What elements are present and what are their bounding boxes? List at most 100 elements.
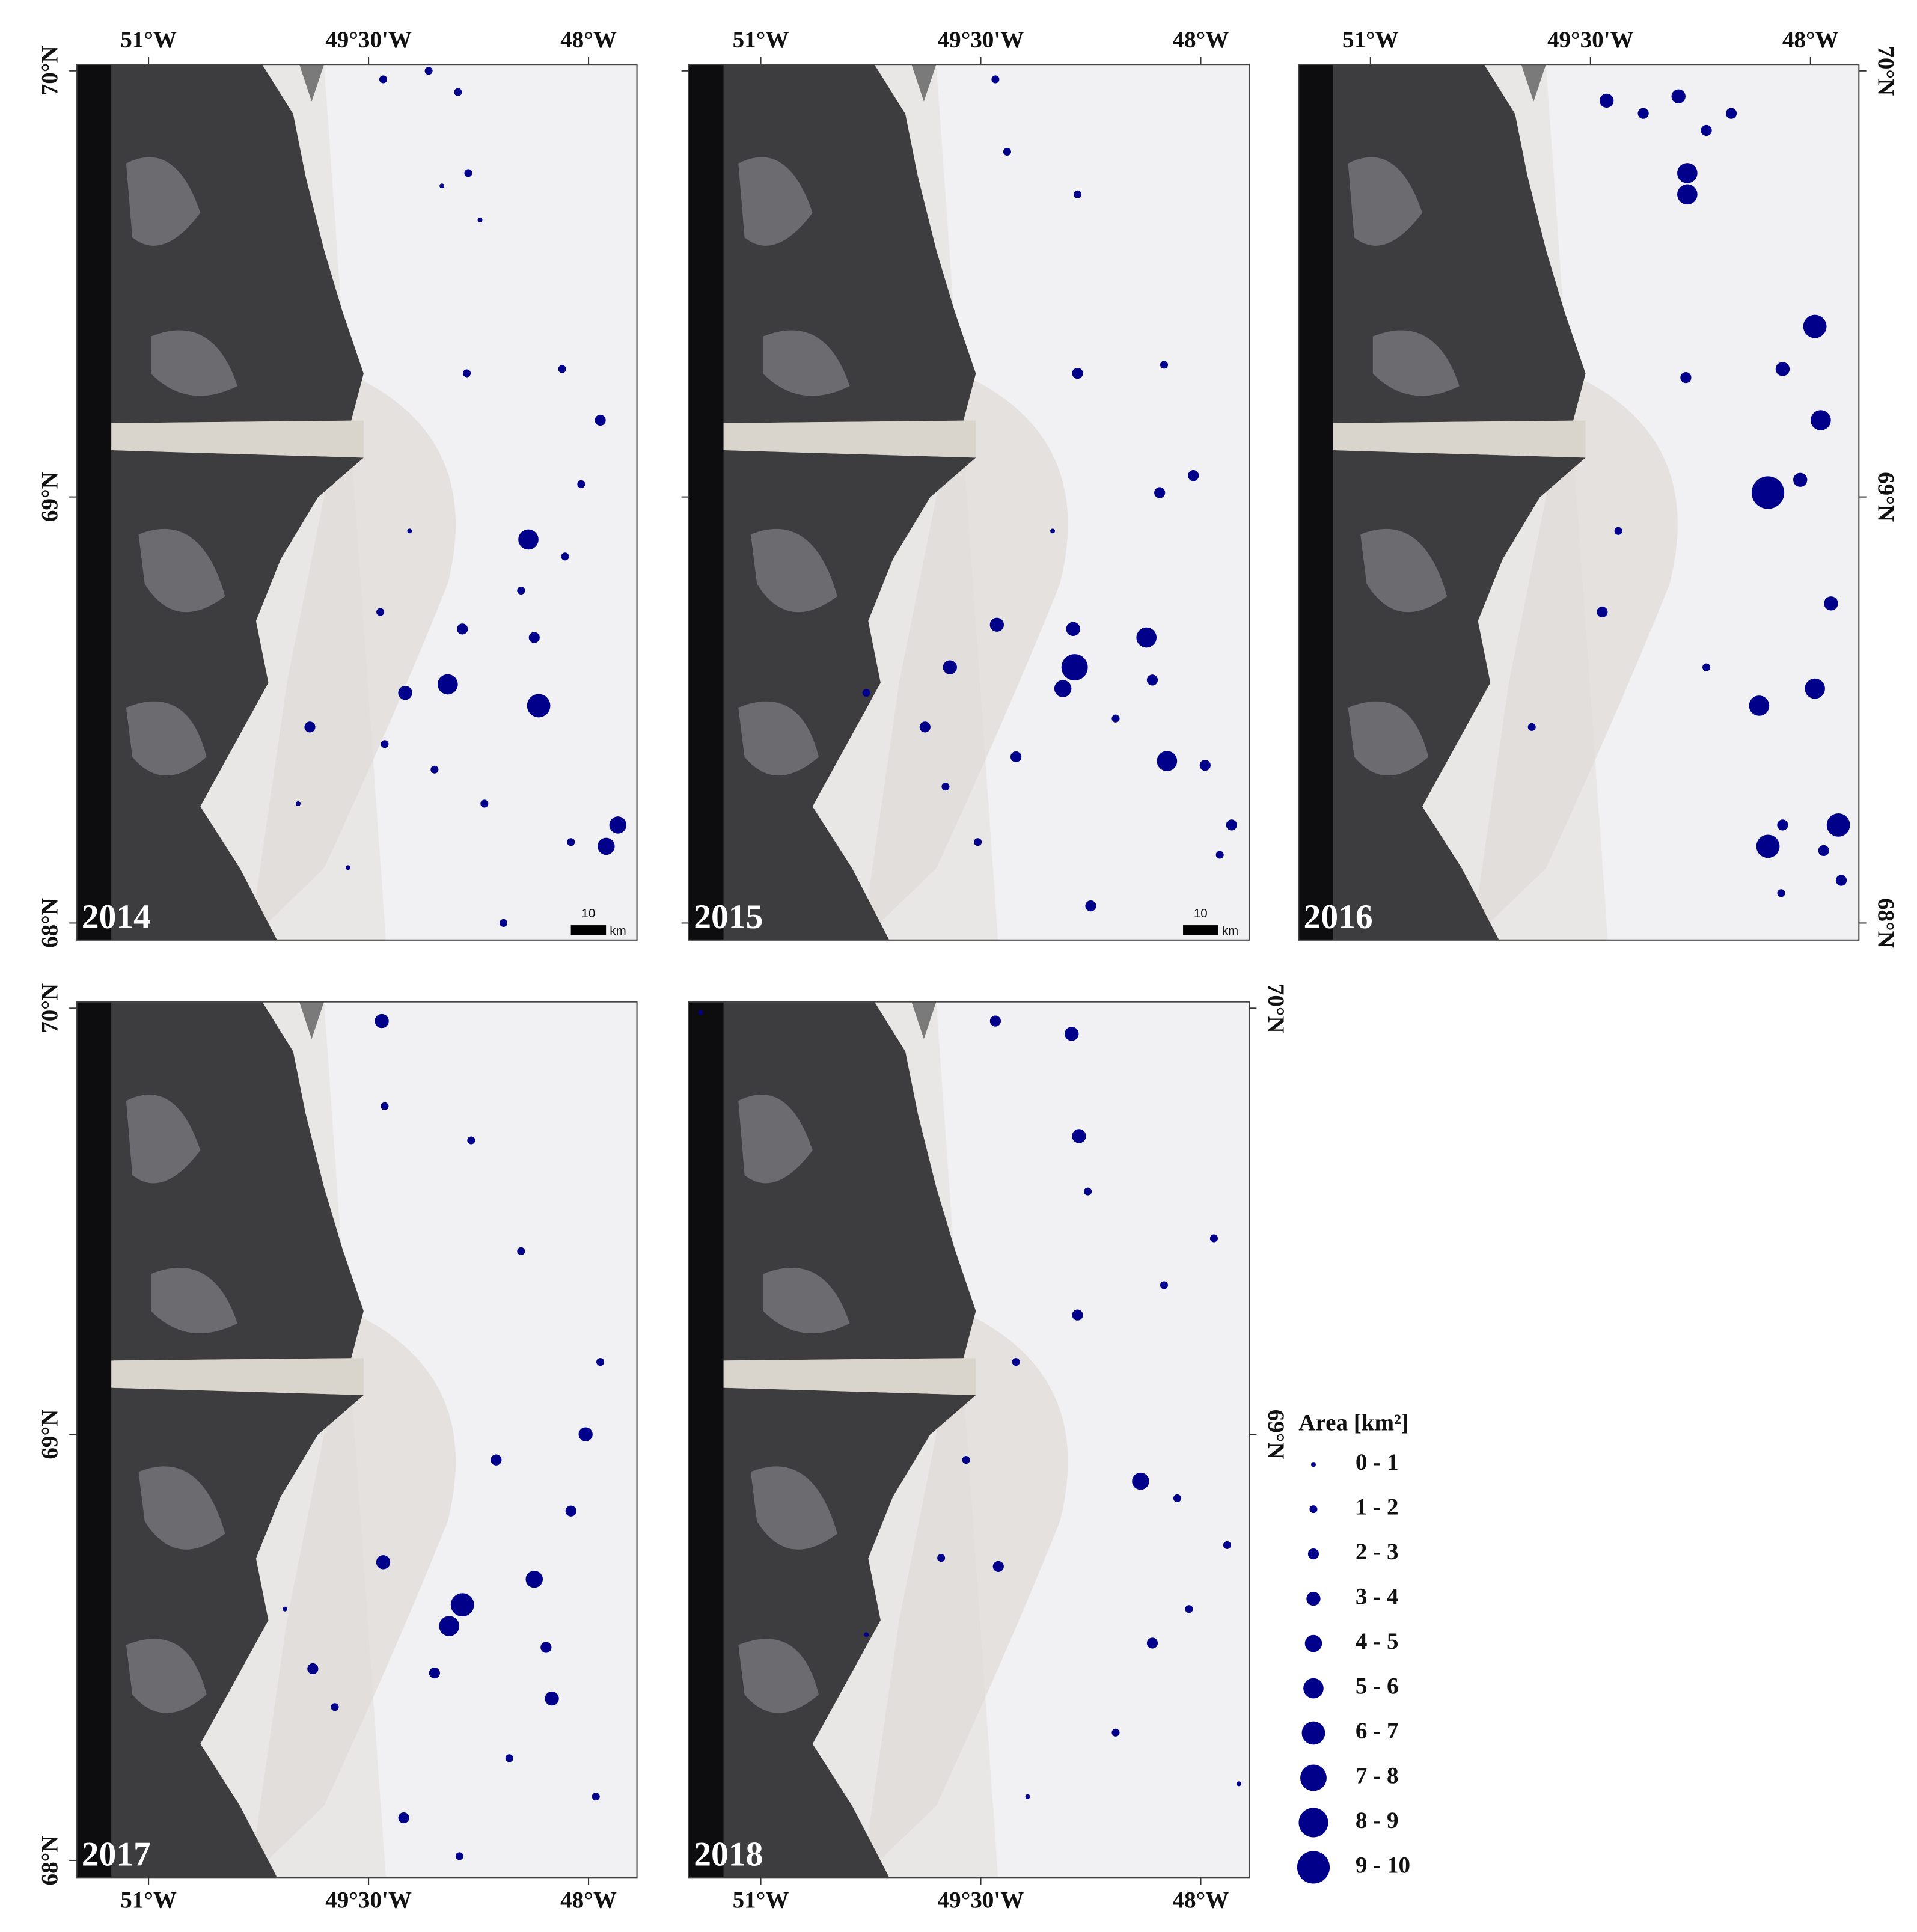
x-tick-label: 51°W — [120, 27, 177, 53]
panel-frame — [688, 64, 1250, 941]
lake — [941, 783, 950, 791]
lake — [525, 1570, 543, 1588]
scale-value: 10 — [581, 906, 595, 920]
lake — [1236, 1781, 1241, 1787]
lake — [480, 799, 489, 808]
lake — [992, 1561, 1004, 1572]
lake — [518, 529, 539, 550]
lake — [438, 674, 458, 695]
scale-unit: km — [610, 924, 626, 938]
legend-label: 2 - 3 — [1356, 1539, 1399, 1565]
lake — [567, 838, 575, 846]
lake — [1793, 472, 1808, 487]
x-tick-label: 49°30'W — [938, 27, 1024, 53]
y-tick-label: 68°N — [37, 1835, 63, 1885]
lake — [545, 1691, 559, 1706]
lake — [1012, 1358, 1020, 1366]
lake — [491, 1454, 502, 1466]
lake — [1061, 654, 1088, 681]
lake — [991, 75, 1000, 84]
lake — [540, 1642, 552, 1653]
lake — [381, 1102, 389, 1110]
x-tick-label: 48°W — [560, 27, 617, 53]
legend-label: 8 - 9 — [1356, 1808, 1399, 1833]
lake — [943, 660, 957, 674]
lake — [1132, 1472, 1149, 1490]
x-tick-label: 49°30'W — [938, 1887, 1024, 1913]
lake — [398, 1812, 409, 1824]
lake — [1072, 1309, 1083, 1321]
lake — [517, 587, 525, 595]
year-label: 2018 — [694, 1836, 763, 1874]
lake — [1085, 900, 1096, 912]
lake — [1637, 108, 1649, 119]
lake — [1811, 410, 1831, 430]
lake — [1136, 627, 1157, 648]
lake — [439, 183, 445, 189]
year-label: 2014 — [82, 898, 151, 936]
x-tick-label: 49°30'W — [325, 27, 412, 53]
lake — [528, 632, 540, 643]
lake — [1025, 1794, 1030, 1799]
legend-label: 1 - 2 — [1356, 1494, 1399, 1520]
lake — [407, 528, 412, 534]
lake — [989, 1015, 1001, 1027]
lake — [1173, 1494, 1181, 1502]
legend-marker — [1309, 1505, 1318, 1514]
y-tick-label: 70°N — [1873, 46, 1898, 96]
legend-label: 5 - 6 — [1356, 1674, 1399, 1699]
lake — [1777, 889, 1785, 897]
lake — [1084, 1187, 1092, 1196]
y-tick-label: 69°N — [37, 1410, 63, 1460]
lake — [505, 1754, 513, 1762]
lake — [439, 1616, 460, 1636]
lake — [598, 837, 615, 855]
lake — [1065, 1027, 1079, 1041]
lake — [296, 801, 301, 806]
lake — [1599, 93, 1614, 108]
legend-marker — [1307, 1548, 1319, 1560]
lake — [450, 1593, 474, 1617]
lake — [1725, 108, 1737, 119]
lake — [1527, 723, 1536, 731]
map-panel: 51°W 49°30'W 48°W 2015 10 km — [681, 27, 1250, 941]
lake — [331, 1703, 339, 1711]
lake — [561, 552, 569, 561]
lake — [864, 1632, 869, 1637]
lake — [1209, 1234, 1218, 1243]
x-tick-label: 48°W — [1173, 27, 1229, 53]
lake — [527, 694, 551, 718]
lake — [454, 88, 462, 96]
basemap — [76, 64, 637, 940]
lake — [283, 1606, 287, 1612]
y-tick-label: 68°N — [37, 898, 63, 948]
lake — [1160, 1281, 1169, 1289]
panel-frame — [76, 1001, 638, 1879]
lake — [1805, 678, 1825, 699]
legend-marker — [1297, 1851, 1330, 1884]
lake — [565, 1505, 576, 1517]
lake — [430, 765, 439, 774]
legend-marker — [1300, 1764, 1327, 1791]
lake — [455, 1852, 463, 1860]
lake — [558, 365, 566, 373]
lake — [862, 689, 870, 697]
lake — [1054, 680, 1072, 697]
lake — [381, 740, 389, 748]
year-label: 2016 — [1304, 898, 1373, 936]
y-tick-label: 69°N — [37, 472, 63, 522]
x-tick-label: 51°W — [733, 1887, 789, 1913]
lake — [376, 1555, 391, 1570]
x-tick-label: 51°W — [1342, 27, 1399, 53]
lake — [1066, 622, 1080, 637]
lake — [1826, 813, 1850, 837]
lake — [1614, 527, 1622, 535]
lake — [345, 865, 350, 870]
lake — [1072, 367, 1083, 379]
panel-frame — [688, 1001, 1250, 1879]
lake — [464, 169, 472, 177]
lake — [307, 1663, 319, 1675]
x-tick-label: 48°W — [560, 1887, 617, 1913]
